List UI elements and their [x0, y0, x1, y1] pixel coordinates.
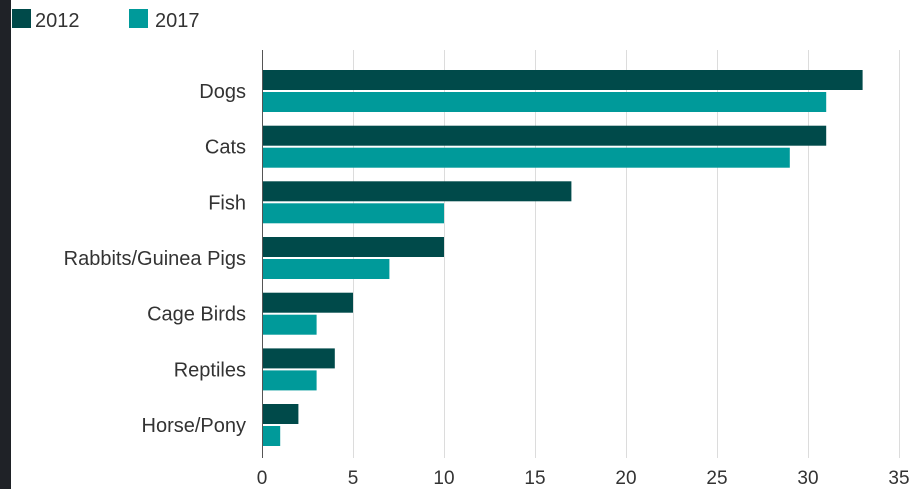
x-tick-label-15: 15 — [524, 468, 545, 489]
bar-cats-2012 — [263, 125, 827, 146]
legend-swatch-2017 — [129, 9, 148, 28]
bar-dogs-2012 — [263, 70, 863, 90]
category-label-rabbits-guinea-pigs: Rabbits/Guinea Pigs — [64, 248, 246, 270]
category-label-dogs: Dogs — [199, 81, 246, 103]
x-tick-label-20: 20 — [615, 468, 636, 489]
bar-fish-2017 — [263, 203, 444, 224]
grid-lines — [262, 50, 900, 458]
legend-swatch-2012 — [12, 9, 31, 28]
bar-reptiles-2012 — [263, 348, 335, 369]
category-label-fish: Fish — [208, 192, 246, 214]
bar-chart: 2012 2017 Dogs Cats Fish Rabbits/Guinea Pigs… — [12, 9, 910, 489]
legend-label-2012: 2012 — [35, 10, 80, 32]
x-tick-label-30: 30 — [797, 468, 818, 489]
category-label-reptiles: Reptiles — [174, 359, 246, 381]
x-tick-label-10: 10 — [433, 468, 454, 489]
bar-reptiles-2017 — [263, 370, 317, 391]
bar-horse-pony-2012 — [263, 404, 299, 424]
x-tick-label-5: 5 — [348, 468, 359, 489]
bar-cage-birds-2017 — [263, 314, 317, 335]
x-tick-label-0: 0 — [257, 468, 268, 489]
category-labels: Dogs Cats Fish Rabbits/Guinea Pigs Cage Bird… — [64, 81, 246, 437]
chart-panel: 2012 2017 Dogs Cats Fish Rabbits/Guinea Pigs… — [11, 0, 911, 489]
x-tick-label-25: 25 — [706, 468, 727, 489]
x-tick-labels: 0 5 10 15 20 25 30 35 — [257, 468, 910, 489]
legend-label-2017: 2017 — [155, 10, 200, 32]
bar-rabbits-guinea-pigs-2012 — [263, 237, 444, 257]
bar-dogs-2017 — [263, 92, 827, 112]
bar-rabbits-guinea-pigs-2017 — [263, 259, 390, 279]
bar-cats-2017 — [263, 147, 790, 168]
bar-cage-birds-2012 — [263, 292, 353, 313]
legend: 2012 2017 — [12, 9, 200, 32]
bars — [263, 70, 863, 446]
bar-fish-2012 — [263, 181, 572, 202]
x-tick-label-35: 35 — [888, 468, 909, 489]
category-label-horse-pony: Horse/Pony — [142, 415, 247, 437]
bar-horse-pony-2017 — [263, 426, 281, 446]
category-label-cage-birds: Cage Birds — [147, 304, 246, 326]
category-label-cats: Cats — [205, 137, 246, 159]
